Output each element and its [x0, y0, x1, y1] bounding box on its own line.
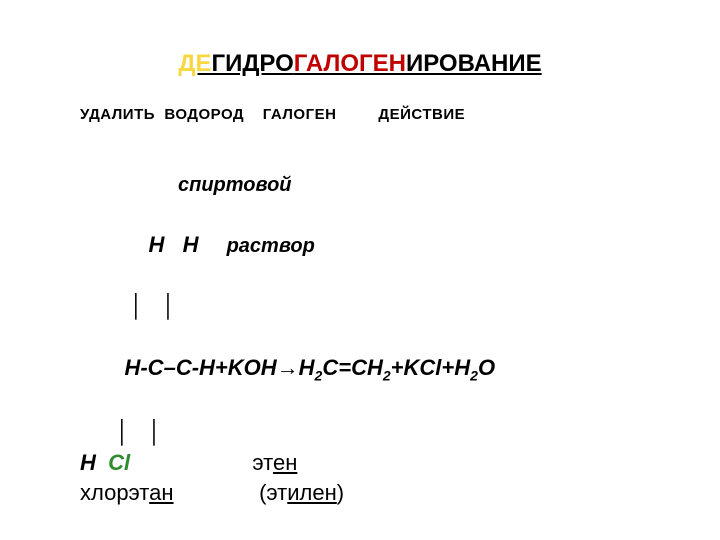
- chlorine-atom: Cl: [108, 450, 130, 475]
- title-suffix: ИРОВАНИЕ: [406, 50, 542, 77]
- condition-line2: раствор: [199, 235, 315, 257]
- title-prefix: ДЕ: [178, 50, 211, 77]
- top-hh-row: H Hраствор: [80, 199, 640, 291]
- condition-line1: спиртовой: [80, 171, 640, 199]
- bottom-bonds: │ │: [80, 417, 640, 448]
- subtitle-word4: ДЕЙСТВИЕ: [378, 106, 465, 123]
- top-bonds: │ │: [80, 291, 640, 322]
- subtitle-word2: ВОДОРОД: [164, 106, 244, 123]
- chloretan-label: хлорэтан: [80, 480, 174, 505]
- labels-row: хлорэтан (этилен): [80, 478, 640, 509]
- bottom-atoms-row: H Cl этен: [80, 448, 640, 479]
- title-part1: ГИДРО: [211, 50, 293, 77]
- etilen-label: (этилен): [259, 480, 344, 505]
- title-part2: ГАЛОГЕН: [294, 50, 406, 77]
- subtitle-row: УДАЛИТЬ ВОДОРОД ГАЛОГЕН ДЕЙСТВИЕ: [80, 106, 640, 123]
- page-title: ДЕГИДРОГАЛОГЕНИРОВАНИЕ: [80, 50, 640, 78]
- eten-label: этен: [252, 450, 297, 475]
- subtitle-word1: УДАЛИТЬ: [80, 106, 155, 123]
- reaction-main: H-С–С-H+KOH→H2C=CH2+KCl+H2O: [80, 322, 640, 417]
- reaction-block: спиртовой H Hраствор │ │ H-С–С-H+KOH→H2C…: [80, 171, 640, 509]
- subtitle-word3: ГАЛОГЕН: [263, 106, 337, 123]
